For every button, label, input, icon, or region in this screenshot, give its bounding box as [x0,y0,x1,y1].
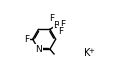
Text: F: F [49,14,54,23]
Text: F: F [58,27,63,36]
Text: +: + [88,48,94,54]
Text: K: K [84,48,91,58]
Text: N: N [35,45,42,54]
Text: B: B [53,21,59,30]
Text: F: F [25,35,30,44]
Text: F: F [60,20,65,29]
